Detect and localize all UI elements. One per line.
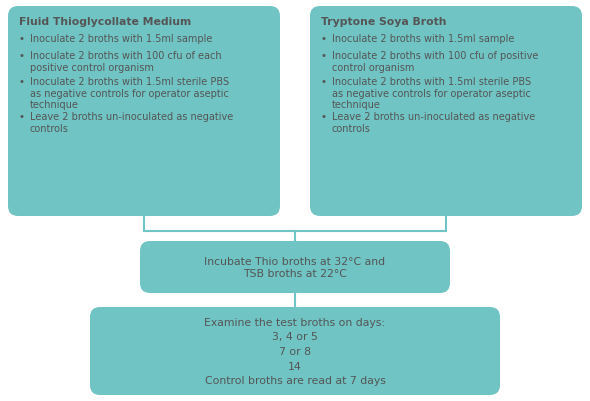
Text: •: • xyxy=(19,112,25,122)
FancyBboxPatch shape xyxy=(140,241,450,293)
Text: 3, 4 or 5: 3, 4 or 5 xyxy=(272,332,318,342)
Text: •: • xyxy=(19,51,25,61)
Text: •: • xyxy=(321,51,327,61)
Text: Inoculate 2 broths with 100 cfu of positive
control organism: Inoculate 2 broths with 100 cfu of posit… xyxy=(332,51,538,73)
Text: Fluid Thioglycollate Medium: Fluid Thioglycollate Medium xyxy=(19,17,191,27)
Text: •: • xyxy=(19,34,25,44)
Text: Inoculate 2 broths with 1.5ml sterile PBS
as negative controls for operator asep: Inoculate 2 broths with 1.5ml sterile PB… xyxy=(332,77,531,110)
Text: 14: 14 xyxy=(288,361,302,371)
Text: 7 or 8: 7 or 8 xyxy=(279,346,311,356)
Text: Inoculate 2 broths with 1.5ml sample: Inoculate 2 broths with 1.5ml sample xyxy=(332,34,514,44)
Text: Inoculate 2 broths with 1.5ml sterile PBS
as negative controls for operator asep: Inoculate 2 broths with 1.5ml sterile PB… xyxy=(30,77,229,110)
Text: Incubate Thio broths at 32°C and
TSB broths at 22°C: Incubate Thio broths at 32°C and TSB bro… xyxy=(205,257,385,278)
Text: Inoculate 2 broths with 1.5ml sample: Inoculate 2 broths with 1.5ml sample xyxy=(30,34,212,44)
Text: Control broths are read at 7 days: Control broths are read at 7 days xyxy=(205,375,385,385)
FancyBboxPatch shape xyxy=(310,7,582,217)
Text: Leave 2 broths un-inoculated as negative
controls: Leave 2 broths un-inoculated as negative… xyxy=(332,112,535,133)
Text: •: • xyxy=(321,112,327,122)
Text: Leave 2 broths un-inoculated as negative
controls: Leave 2 broths un-inoculated as negative… xyxy=(30,112,233,133)
Text: •: • xyxy=(321,77,327,87)
Text: Examine the test broths on days:: Examine the test broths on days: xyxy=(205,317,385,327)
Text: Tryptone Soya Broth: Tryptone Soya Broth xyxy=(321,17,447,27)
FancyBboxPatch shape xyxy=(8,7,280,217)
FancyBboxPatch shape xyxy=(90,307,500,395)
Text: Inoculate 2 broths with 100 cfu of each
positive control organism: Inoculate 2 broths with 100 cfu of each … xyxy=(30,51,222,73)
Text: •: • xyxy=(321,34,327,44)
Text: •: • xyxy=(19,77,25,87)
